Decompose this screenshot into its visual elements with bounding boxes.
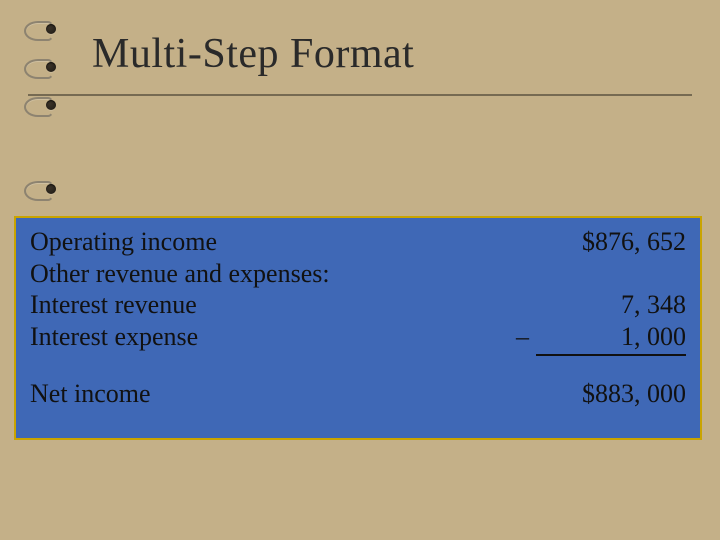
row-label: Interest expense	[30, 321, 198, 353]
row-label: Interest revenue	[30, 289, 197, 321]
net-value: $883, 000	[516, 378, 686, 410]
table-row: Operating income $876, 652	[30, 226, 686, 258]
table-row: Interest revenue 7, 348	[30, 289, 686, 321]
ring-icon	[28, 18, 58, 40]
row-value	[516, 258, 686, 290]
row-label: Operating income	[30, 226, 217, 258]
row-value: $876, 652	[516, 226, 686, 258]
slide: Multi-Step Format Operating income $876,…	[0, 0, 720, 540]
row-value: –1, 000	[516, 321, 686, 356]
ring-icon	[28, 94, 58, 116]
ring-icon	[28, 178, 58, 200]
row-value: 7, 348	[516, 289, 686, 321]
net-label: Net income	[30, 378, 151, 410]
ring-icon	[28, 56, 58, 78]
row-label: Other revenue and expenses:	[30, 258, 330, 290]
table-row: Other revenue and expenses:	[30, 258, 686, 290]
row-spacer	[30, 356, 686, 378]
net-income-row: Net income $883, 000	[30, 378, 686, 410]
table-row: Interest expense –1, 000	[30, 321, 686, 356]
title-underline	[28, 94, 692, 96]
income-panel: Operating income $876, 652 Other revenue…	[14, 216, 702, 440]
slide-title: Multi-Step Format	[92, 30, 414, 78]
